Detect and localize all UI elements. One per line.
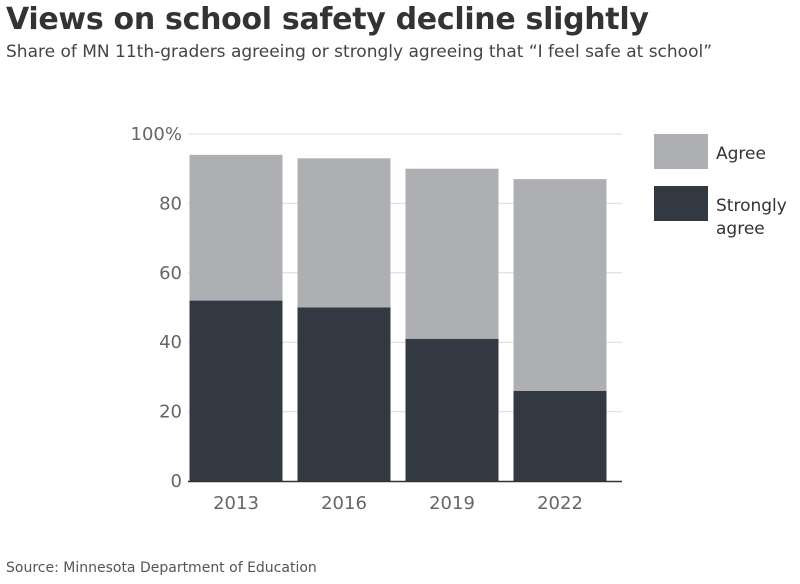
y-tick-label-100: 100% [131,124,182,145]
y-tick-label-40: 40 [159,332,182,353]
bars [189,154,607,481]
source-note: Source: Minnesota Department of Educatio… [6,560,317,576]
x-tick-label-2022: 2022 [537,493,583,514]
y-tick-label-60: 60 [159,263,182,284]
bar-2013-strongly-agree [189,300,283,481]
legend-label-strongly-agree-0: Strongly [716,196,787,216]
chart-title: Views on school safety decline slightly [6,2,649,37]
legend-label-strongly-agree-1: agree [716,219,765,239]
legend: Agree Strongly agree [654,134,787,239]
bar-2013-agree [189,154,283,301]
y-tick-label-20: 20 [159,402,182,423]
chart-subtitle: Share of MN 11th-graders agreeing or str… [6,42,712,62]
y-tick-label-0: 0 [171,471,182,492]
x-tick-label-2016: 2016 [321,493,367,514]
bar-2016-strongly-agree [297,307,391,481]
bar-2022-agree [513,179,607,391]
x-tick-label-2019: 2019 [429,493,475,514]
legend-swatch-strongly-agree [654,186,708,221]
bar-2022-strongly-agree [513,390,607,481]
bar-2019-agree [405,168,499,339]
legend-label-agree-0: Agree [716,144,766,164]
axes: 0 20 40 60 80 100% 2013 2016 2019 2022 [131,124,622,514]
legend-swatch-agree [654,134,708,169]
x-tick-label-2013: 2013 [213,493,259,514]
y-tick-label-80: 80 [159,193,182,214]
bar-2016-agree [297,158,391,308]
bar-2019-strongly-agree [405,338,499,481]
